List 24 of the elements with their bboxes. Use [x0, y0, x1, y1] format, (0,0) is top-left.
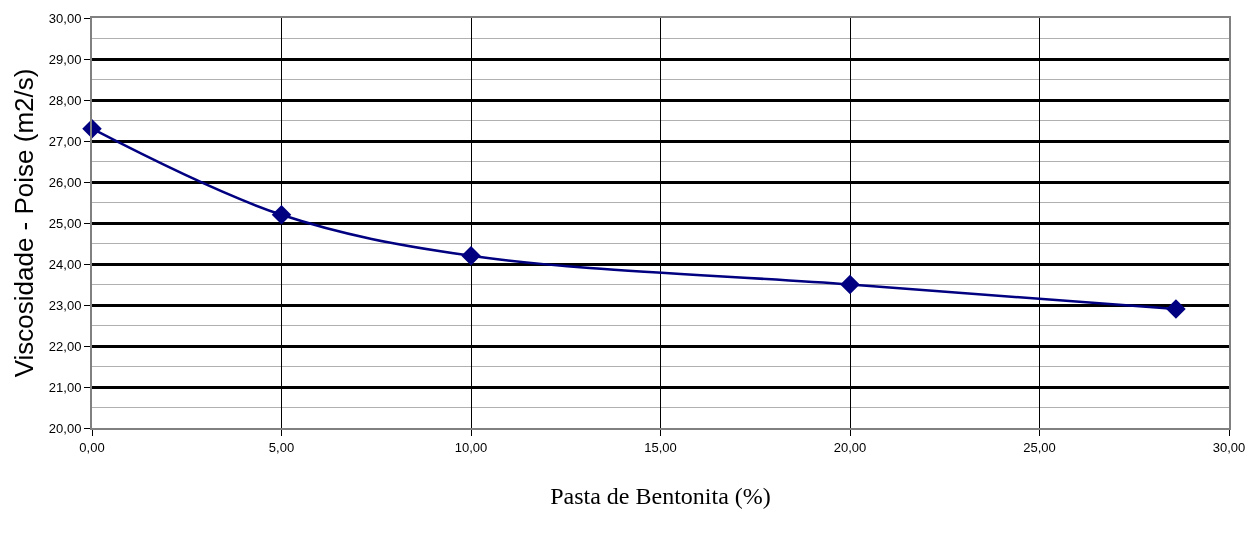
y-tick-label: 21,00 — [48, 379, 82, 395]
point — [461, 246, 481, 266]
x-tick-label: 0,00 — [79, 439, 105, 455]
x-tick-label: 10,00 — [454, 439, 488, 455]
y-tick-label: 22,00 — [48, 338, 82, 354]
y-tick-label: 30,00 — [48, 10, 82, 26]
point — [840, 274, 860, 295]
x-tick-label: 15,00 — [644, 439, 677, 455]
y-tick-label: 24,00 — [48, 256, 82, 272]
x-tick-label: 5,00 — [268, 439, 295, 455]
point — [1166, 299, 1186, 319]
x-tick-label: 20,00 — [833, 439, 867, 455]
y-tick-label: 20,00 — [48, 420, 82, 436]
x-axis-title: Pasta de Bentonita (%) — [550, 483, 771, 510]
y-tick-label: 28,00 — [48, 92, 82, 108]
x-tick-label: 25,00 — [1023, 439, 1056, 455]
y-tick-label: 27,00 — [48, 133, 82, 149]
point — [271, 205, 292, 225]
y-axis-title: Viscosidade - Poise (m2/s) — [8, 68, 39, 378]
y-tick-label: 26,00 — [48, 174, 82, 190]
y-tick-label: 23,00 — [48, 297, 82, 313]
y-tick-label: 29,00 — [48, 51, 82, 67]
y-tick-label: 25,00 — [48, 215, 82, 231]
x-tick-label: 30,00 — [1212, 439, 1246, 455]
